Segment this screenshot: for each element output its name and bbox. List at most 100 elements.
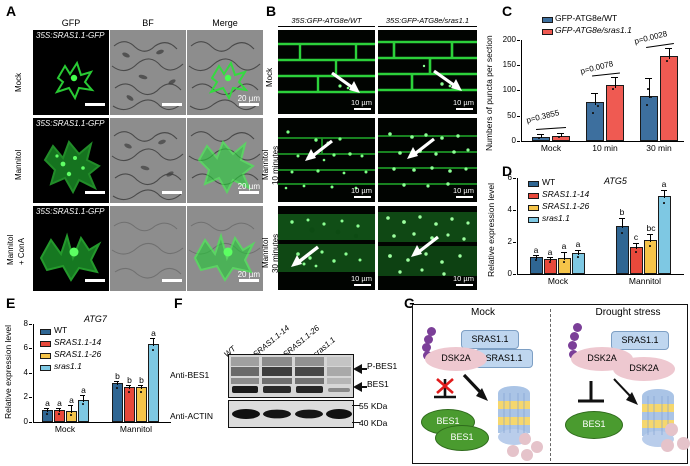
panel-e-ylabel: Relative expression level [3,324,13,420]
panel-c-err-mock-wt [540,134,542,138]
panel-c-dot [647,88,649,90]
panel-d-dot [577,256,579,258]
panel-g-right-dsk2a-label-1: DSK2A [587,353,617,363]
panel-g-right-node-bes1: BES1 [565,411,623,439]
panel-g-left-node-sras-1: SRAS1.1 [461,330,519,349]
panel-d-dot [663,202,665,204]
panel-d-xticklabel-0: Mock [547,276,569,286]
panel-g-left-dsk2a-label: DSK2A [441,353,471,363]
panel-b-scaletext-10min-wt: 10 µm [351,186,372,195]
panel-c-ytick-4 [517,40,520,41]
panel-c-legend-swatch-1 [542,29,553,35]
panel-c-err-10min-sras [614,77,616,88]
panel-e-yticklabel-0: 0 [23,417,28,426]
panel-e-err [59,408,60,412]
panel-c-ytick-3 [517,65,520,66]
panel-e-legend-label-2: SRAS1.1-26 [54,349,102,359]
panel-a-scalebar-conA-bf [162,279,182,282]
panel-f-arrow-pbes1-icon [353,364,367,374]
panel-d-legend-swatch-3 [528,217,539,223]
panel-f-blot-bes1 [228,354,354,398]
panel-d-errcap [533,255,539,256]
panel-g-right-fragment [661,439,674,452]
panel-d-errcap [661,190,667,191]
panel-c-xticklabel-1: 10 min [592,143,618,153]
panel-d-ytick-0 [513,274,516,275]
panel-d-letter-mannitol-sras: a [661,179,667,189]
panel-g-right-fragment [677,437,690,450]
panel-a-image-mannitol-bf [110,118,186,203]
panel-a-row-label-mock: Mock [14,72,23,93]
panel-g-left-arrow-icon [462,373,488,401]
panel-e-letter-mannitol-sras: a [151,328,156,338]
panel-a-construct-mannitol: 35S:SRAS1.1-GFP [36,119,105,128]
panel-e-ytick-2 [29,373,32,374]
panel-e-errcap [56,408,61,409]
panel-e-letter-mock-wt: a [45,398,50,408]
panel-b-image-10min-sras: 10 µm [378,118,477,202]
panel-g-divider [550,309,551,461]
panel-d-letter: D [502,163,513,179]
panel-g-left-fragment [507,445,519,457]
panel-g-right-proteasome-icon [642,389,674,447]
panel-d-err [578,250,579,255]
panel-d-err [536,255,537,259]
panel-a-column-bf: BF [142,18,154,28]
panel-e-errcap [44,408,49,409]
panel-c-bar-30min-wt [640,96,658,141]
panel-d-letter-mannitol-26: bc [646,223,656,233]
panel-g-right-node-sras: SRAS1.1 [611,331,669,350]
panel-a: A GFP BF Merge Mock 35S:SRAS1.1-GFP [0,0,300,292]
panel-d-errcap [633,243,639,244]
panel-d-dot [621,232,623,234]
panel-g-ubiquitin-icon [422,343,431,352]
panel-e-legend-swatch-1 [40,341,51,347]
panel-e-legend-label-0: WT [54,325,68,335]
panel-e-xticklabel-0: Mock [54,424,76,434]
panel-d-dot [535,259,537,261]
panel-e-yticklabel-4: 8 [23,319,28,328]
panel-b-column-wt: 35S:GFP-ATG8e/WT [278,16,375,27]
panel-b-scaletext-30min-wt: 10 µm [351,274,372,283]
panel-e-errcap [68,405,73,406]
panel-a-column-merge: Merge [212,18,238,28]
panel-c-dot [538,137,540,139]
panel-e-legend-swatch-3 [40,365,51,371]
panel-e-dot [152,349,154,351]
panel-e-letter-mock-14: a [57,398,62,408]
panel-g-right-fragment [665,423,678,436]
panel-c-errcap-mock-wt [537,134,544,135]
panel-e-xticklabel-1: Mannitol [119,424,153,434]
panel-e-yticklabel-2: 4 [23,368,28,377]
panel-a-row-label-conA-line2: + ConA [17,238,26,266]
panel-c-dot [592,112,594,114]
panel-a-construct-mock: 35S:SRAS1.1-GFP [36,31,105,40]
panel-c-xaxis [521,141,684,142]
panel-d-legend-label-3: sras1.1 [542,213,570,223]
panel-d-ytick-2 [513,210,516,211]
panel-d-letter-mannitol-wt: b [619,207,625,217]
panel-d-yticklabel-3: 6 [507,173,512,182]
panel-b-scalebar-mock-wt [354,108,371,110]
panel-d-xaxis [517,274,684,275]
panel-c-sigline-mock [536,126,566,131]
panel-e-legend-label-1: SRAS1.1-14 [54,337,102,347]
panel-d-err [650,234,651,242]
panel-e-errcap [114,381,119,382]
panel-d-letter-mannitol-14: c [633,232,639,242]
panel-d-err [664,190,665,198]
panel-c-bar-10min-sras [606,85,624,141]
panel-d-legend-swatch-0 [528,181,539,187]
panel-c-annotation-mock: p=0.3855 [525,108,561,125]
panel-d-errcap [547,257,553,258]
panel-c-dot [646,104,648,106]
panel-d-xticklabel-1: Mannitol [628,276,662,286]
panel-e-dot [116,387,118,389]
panel-e-ytick-1 [29,397,32,398]
panel-c-legend-label-1: GFP-ATG8e/sras1.1 [555,25,632,35]
panel-e-err [83,395,84,402]
panel-d-dot [635,251,637,253]
panel-a-image-mock-gfp: 35S:SRAS1.1-GFP [33,30,109,115]
panel-d-err [564,252,565,260]
panel-g-ubiquitin-icon [427,327,436,336]
